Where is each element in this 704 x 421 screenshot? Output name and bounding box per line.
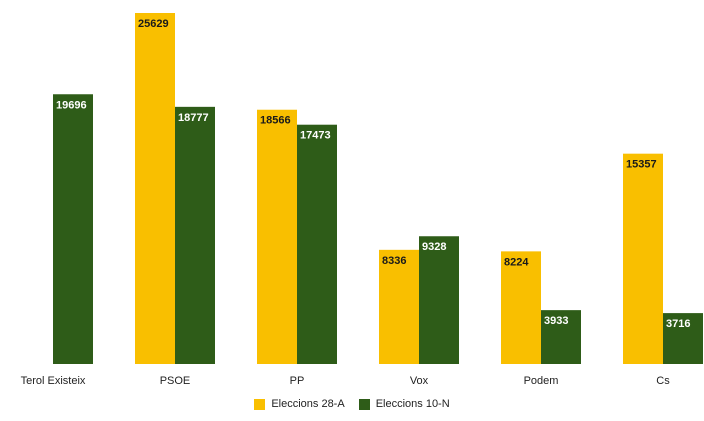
data-label-cs-series-1: 15357: [626, 159, 657, 171]
legend-item-28a: Eleccions 28-A: [254, 398, 345, 410]
legend-label-28a: Eleccions 28-A: [271, 398, 345, 410]
data-label-cs-series-2: 3716: [666, 318, 690, 330]
data-label-podem-series-1: 8224: [504, 256, 529, 268]
category-label-terol-existeix: Terol Existeix: [21, 375, 86, 387]
category-label-cs: Cs: [656, 375, 670, 387]
legend-swatch-10n: [358, 398, 370, 410]
bar-podem-series-1: [501, 251, 541, 364]
bar-cs-series-1: [623, 153, 663, 364]
legend-swatch-28a: [254, 398, 266, 410]
data-label-pp-series-2: 17473: [300, 130, 331, 142]
data-label-psoe-series-1: 25629: [138, 18, 169, 30]
chart-legend: Eleccions 28-A Eleccions 10-N: [0, 398, 704, 410]
category-label-psoe: PSOE: [160, 375, 191, 387]
data-label-podem-series-2: 3933: [544, 315, 568, 327]
data-label-psoe-series-2: 18777: [178, 112, 209, 124]
data-label-terol-existeix-series-2: 19696: [56, 99, 87, 111]
category-label-podem: Podem: [524, 375, 559, 387]
bar-podem-series-2: [541, 310, 581, 364]
bar-vox-series-2: [419, 236, 459, 364]
bar-pp-series-1: [257, 109, 297, 364]
bar-vox-series-1: [379, 249, 419, 364]
bar-pp-series-2: [297, 124, 337, 364]
bar-terol-existeix-series-2: [53, 94, 93, 364]
category-label-vox: Vox: [410, 375, 429, 387]
data-label-vox-series-1: 8336: [382, 255, 406, 267]
data-label-vox-series-2: 9328: [422, 241, 446, 253]
bar-cs-series-2: [663, 313, 703, 364]
legend-item-10n: Eleccions 10-N: [358, 398, 450, 410]
legend-label-10n: Eleccions 10-N: [375, 398, 450, 410]
bar-psoe-series-2: [175, 106, 215, 365]
category-label-pp: PP: [290, 375, 305, 387]
data-label-pp-series-1: 18566: [260, 115, 291, 127]
bar-psoe-series-1: [135, 13, 175, 364]
